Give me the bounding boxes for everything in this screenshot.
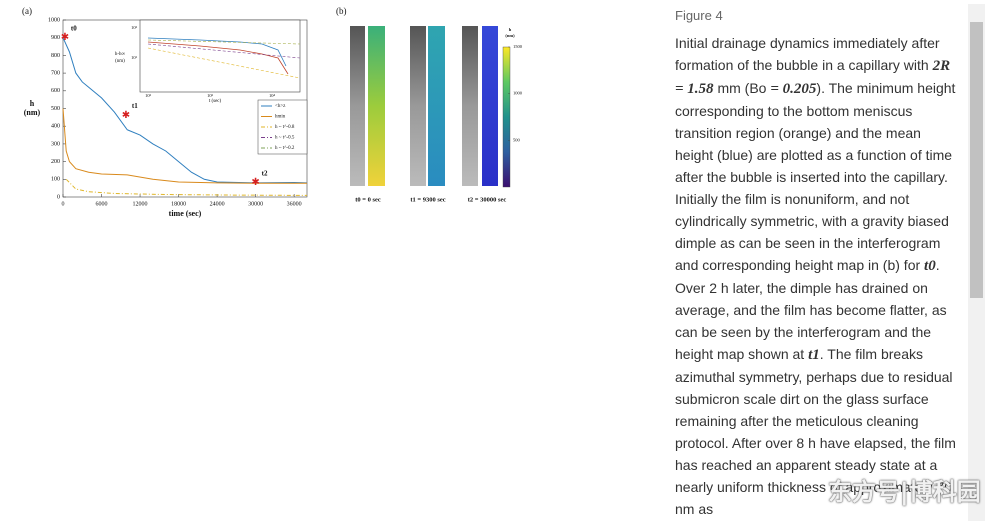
caption-math: 2R = 1.58: [675, 58, 951, 97]
series-line: [62, 108, 307, 184]
caption-text: Initial drainage dynamics immediately af…: [675, 32, 960, 520]
x-tick-label: 18000: [171, 201, 186, 207]
inset-y-label: h-h∞: [115, 52, 126, 57]
marker: ✱: [122, 110, 130, 121]
legend-label: <h>z: [275, 104, 286, 109]
series-line: [65, 178, 308, 196]
height-map: [428, 26, 445, 186]
caption-span: . The film breaks azimuthal symmetry, pe…: [675, 346, 956, 517]
y-tick-label: 400: [51, 124, 60, 130]
x-tick-label: 36000: [287, 201, 302, 207]
y-tick-label: 700: [51, 70, 60, 76]
y-tick-label: 0: [57, 194, 60, 200]
caption-span: Initial drainage dynamics immediately af…: [675, 35, 940, 73]
caption-span: ). The minimum height corresponding to t…: [675, 80, 956, 273]
caption-span: . Over 2 h later, the dimple has drained…: [675, 257, 947, 362]
inset-y-tick-label: 10¹: [131, 55, 138, 60]
y-tick-label: 800: [51, 53, 60, 59]
figure: (a) (b) 0 6000 12000 18000 24000 30000 36000 0 1…: [22, 6, 523, 218]
scrollbar[interactable]: [968, 4, 985, 521]
legend-label: hmin: [275, 115, 286, 120]
image-caption: t1 = 9300 sec: [410, 196, 445, 203]
inset-line: [147, 39, 301, 45]
legend-label: h ~ t^-0.8: [275, 125, 295, 130]
colorbar-label: (nm): [505, 33, 515, 38]
scrollbar-thumb[interactable]: [970, 22, 983, 298]
caption-math: t0: [924, 258, 936, 274]
interferogram: [410, 26, 426, 186]
y-axis-label: (nm): [24, 108, 41, 117]
x-tick-label: 12000: [133, 201, 148, 207]
interferogram: [350, 26, 365, 186]
marker-label: t2: [262, 169, 268, 177]
colorbar: [502, 46, 511, 188]
inset-y-tick-label: 10²: [131, 25, 138, 30]
inset-line: [147, 47, 301, 79]
inset-x-label: t (sec): [209, 99, 222, 104]
height-map: [482, 26, 498, 186]
legend: [257, 99, 308, 155]
inset-x-tick-label: 10³: [207, 93, 214, 98]
image-caption: t2 = 30000 sec: [468, 196, 507, 203]
y-tick-label: 100: [51, 177, 60, 183]
marker-label: t0: [71, 24, 77, 32]
y-tick-label: 300: [51, 141, 60, 147]
caption-title: Figure 4: [675, 8, 723, 23]
y-tick-label: 1000: [48, 17, 60, 23]
y-tick-label: 900: [51, 35, 60, 41]
panel-label: (b): [336, 6, 347, 16]
inset-line: [147, 43, 301, 59]
inset-x-tick-label: 10⁴: [269, 93, 276, 98]
marker: ✱: [61, 32, 69, 43]
series-line: [62, 37, 308, 184]
x-tick-label: 6000: [96, 201, 108, 207]
inset-y-label: (nm): [115, 59, 125, 64]
caption-panel: Figure 4 Initial drainage dynamics immed…: [675, 6, 960, 521]
x-tick-label: 24000: [210, 201, 225, 207]
inset-line: [147, 41, 289, 75]
colorbar-label: h: [509, 27, 512, 32]
y-axis-label: h: [30, 99, 35, 108]
y-tick-label: 500: [51, 106, 60, 112]
colorbar-tick-label: 1500: [513, 44, 523, 49]
panel-label: (a): [22, 6, 32, 16]
colorbar-tick-label: 1000: [513, 91, 523, 96]
inset-frame: [139, 19, 301, 93]
y-tick-label: 200: [51, 159, 60, 165]
caption-span: mm (Bo: [713, 80, 771, 96]
height-map: [368, 26, 385, 186]
marker-label: t1: [132, 102, 138, 110]
interferogram: [462, 26, 478, 186]
inset-line: [147, 37, 287, 67]
colorbar-tick-label: 500: [513, 137, 521, 142]
caption-math: = 0.205: [770, 81, 817, 97]
legend-label: h ~ t^-0.5: [275, 136, 295, 141]
x-axis-label: time (sec): [169, 209, 202, 218]
caption-math: t1: [808, 347, 820, 363]
legend-label: h ~ t^-0.2: [275, 146, 295, 151]
watermark: 东方号|博科园: [828, 478, 981, 506]
x-tick-label: 0: [62, 201, 65, 207]
x-tick-label: 30000: [248, 201, 263, 207]
image-caption: t0 = 0 sec: [355, 196, 381, 203]
y-tick-label: 600: [51, 88, 60, 94]
inset-x-tick-label: 10²: [145, 93, 152, 98]
marker: ✱: [251, 177, 259, 188]
